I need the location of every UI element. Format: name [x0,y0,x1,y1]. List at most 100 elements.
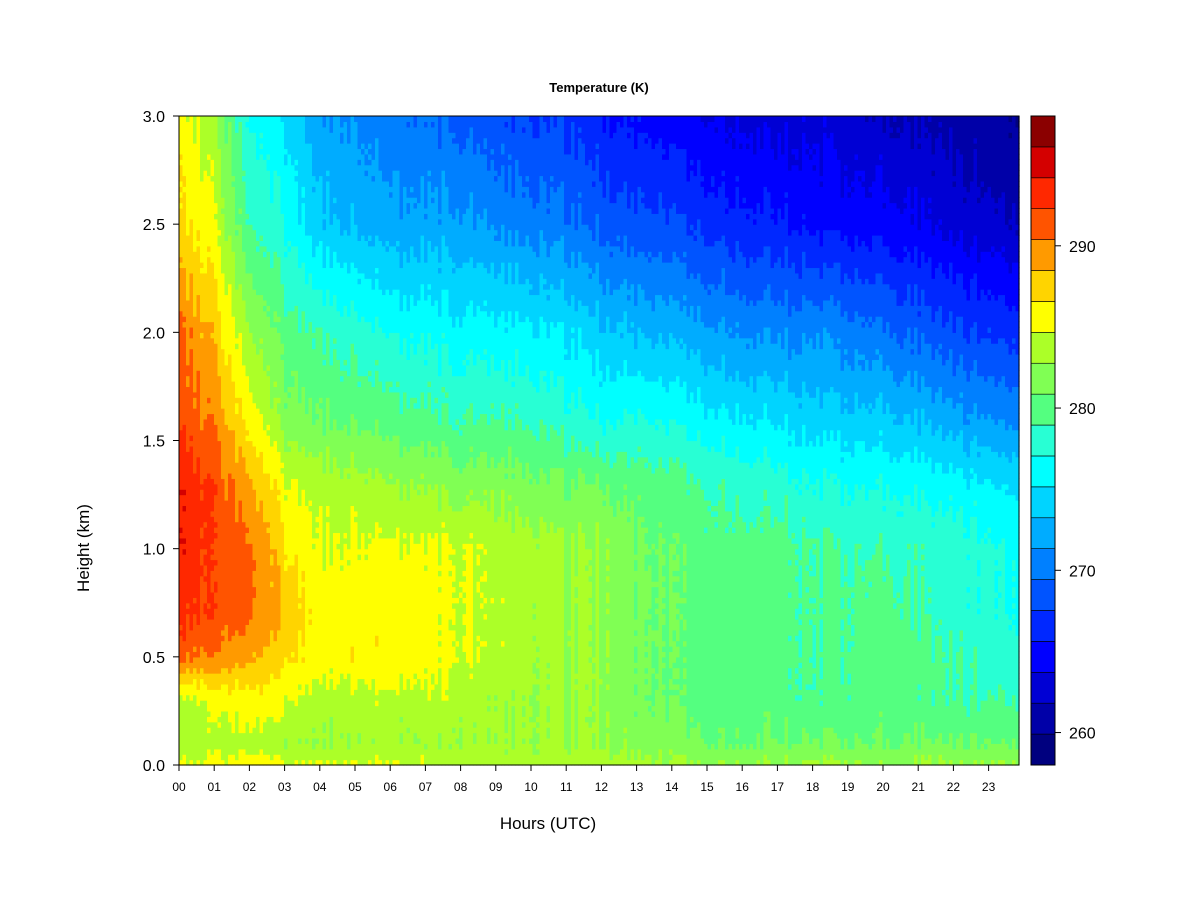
heatmap-cell [200,353,205,360]
heatmap-cell [207,229,212,236]
heatmap-cell [315,299,320,306]
heatmap-cell [228,197,233,204]
heatmap-cell [291,375,296,382]
heatmap-cell [238,613,243,620]
heatmap-cell [200,413,205,420]
heatmap-cell [252,694,257,701]
heatmap-cell [231,548,236,555]
heatmap-cell [312,370,317,377]
heatmap-cell [263,391,268,398]
heatmap-cell [196,662,201,669]
heatmap-cell [312,202,317,209]
heatmap-cell [186,646,191,653]
heatmap-cell [189,186,194,193]
heatmap-cell [284,483,289,490]
heatmap-cell [298,294,303,301]
heatmap-cell [266,164,271,171]
heatmap-cell [259,499,264,506]
heatmap-cell [315,413,320,420]
heatmap-cell [207,116,212,123]
heatmap-cell [294,472,299,479]
heatmap-cell [231,456,236,463]
heatmap-cell [263,429,268,436]
heatmap-cell [238,305,243,312]
heatmap-cell [308,602,313,609]
heatmap-cell [287,305,292,312]
heatmap-cell [259,207,264,214]
heatmap-cell [287,234,292,241]
heatmap-cell [228,656,233,663]
heatmap-cell [312,332,317,339]
heatmap-cell [277,586,282,593]
heatmap-cell [294,332,299,339]
heatmap-cell [284,429,289,436]
heatmap-cell [210,424,215,431]
heatmap-cell [298,543,303,550]
heatmap-cell [224,581,229,588]
heatmap-cell [308,164,313,171]
heatmap-cell [277,218,282,225]
heatmap-cell [312,418,317,425]
heatmap-cell [259,321,264,328]
heatmap-cell [280,175,285,182]
heatmap-cell [308,321,313,328]
heatmap-cell [214,262,219,269]
heatmap-cell [284,716,289,723]
heatmap-cell [231,234,236,241]
heatmap-cell [287,364,292,371]
heatmap-cell [252,581,257,588]
heatmap-cell [294,137,299,144]
heatmap-cell [200,137,205,144]
heatmap-cell [196,635,201,642]
heatmap-cell [242,424,247,431]
heatmap-cell [186,278,191,285]
heatmap-cell [207,483,212,490]
heatmap-cell [294,727,299,734]
heatmap-cell [294,413,299,420]
heatmap-cell [228,332,233,339]
heatmap-cell [291,705,296,712]
heatmap-cell [256,629,261,636]
heatmap-cell [228,170,233,177]
heatmap-cell [259,402,264,409]
heatmap-cell [256,429,261,436]
heatmap-cell [277,332,282,339]
heatmap-cell [182,359,187,366]
heatmap-cell [273,689,278,696]
heatmap-cell [263,683,268,690]
heatmap-cell [186,710,191,717]
heatmap-cell [200,370,205,377]
heatmap-cell [319,451,324,458]
heatmap-cell [182,191,187,198]
heatmap-cell [308,429,313,436]
heatmap-cell [210,299,215,306]
heatmap-cell [319,418,324,425]
heatmap-cell [196,148,201,155]
heatmap-cell [273,343,278,350]
heatmap-cell [319,186,324,193]
heatmap-cell [301,332,306,339]
heatmap-cell [322,651,327,658]
heatmap-cell [207,505,212,512]
heatmap-cell [312,705,317,712]
heatmap-cell [319,494,324,501]
heatmap-cell [228,397,233,404]
heatmap-cell [259,337,264,344]
heatmap-cell [263,402,268,409]
heatmap-cell [221,618,226,625]
heatmap-cell [214,413,219,420]
heatmap-cell [245,299,250,306]
heatmap-cell [308,451,313,458]
heatmap-cell [214,635,219,642]
heatmap-cell [217,397,222,404]
heatmap-cell [196,575,201,582]
heatmap-cell [214,710,219,717]
heatmap-cell [280,424,285,431]
heatmap-cell [301,326,306,333]
heatmap-cell [231,683,236,690]
heatmap-cell [308,294,313,301]
heatmap-cell [256,370,261,377]
heatmap-cell [284,234,289,241]
heatmap-cell [249,359,254,366]
heatmap-cell [221,381,226,388]
